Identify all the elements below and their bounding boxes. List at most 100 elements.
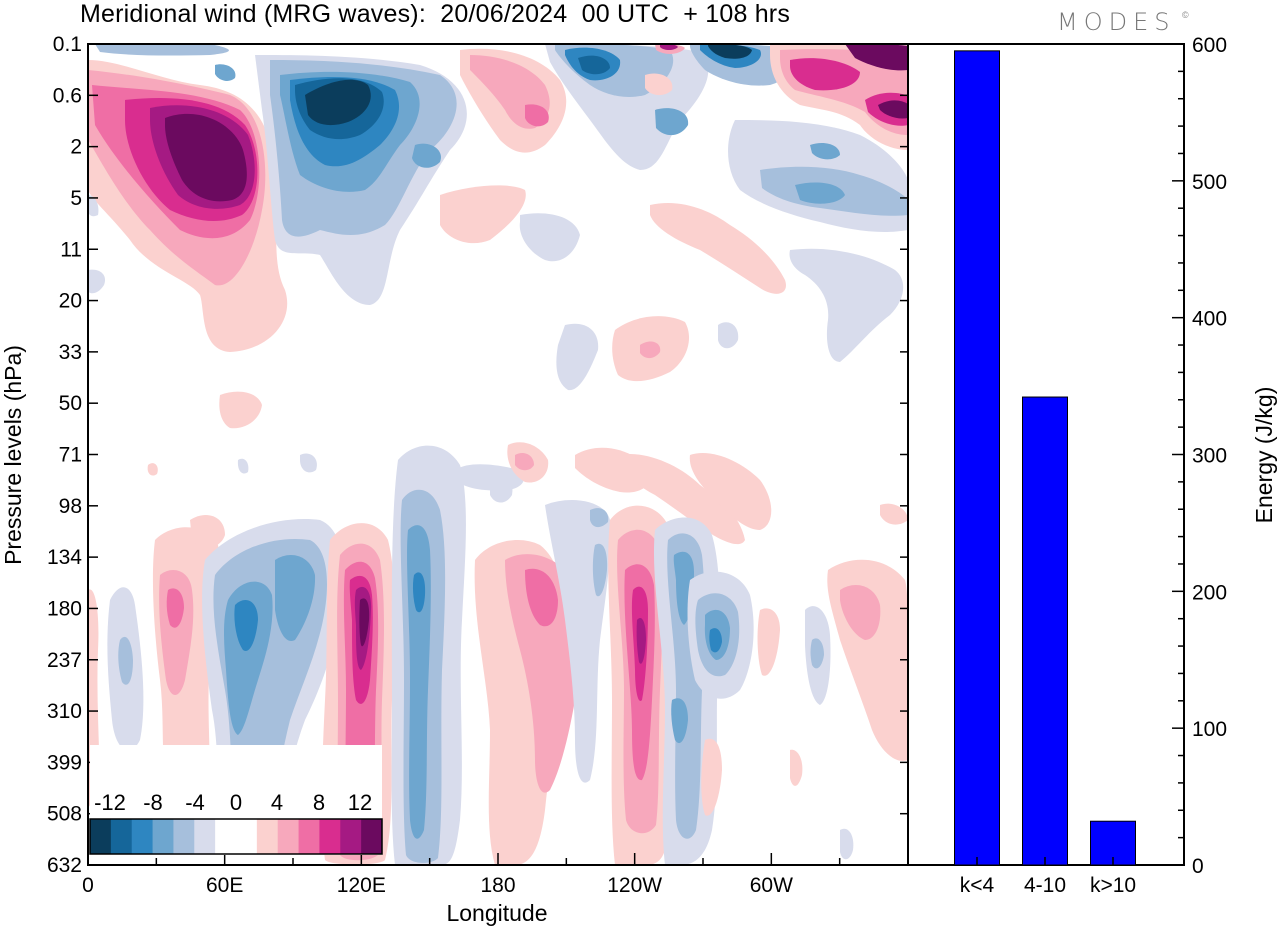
energy-tick-label: 500 [1192,171,1227,194]
colorbar-swatch [90,819,112,854]
contour-negative-region [300,453,317,473]
contour-positive-region [636,618,646,664]
y-tick-label: 50 [59,392,82,415]
contour-negative-region [671,698,688,744]
contour-negative-region [88,269,106,294]
energy-axis-label: Energy (J/kg) [1251,387,1277,524]
contour-negative-region [407,525,431,839]
y-tick-label: 0.6 [53,84,82,107]
contour-positive-region [440,185,526,244]
contour-negative-region [88,195,99,217]
contour-negative-region [234,600,258,651]
colorbar-swatch [256,819,279,854]
x-tick-label: 60E [206,874,243,897]
contour-positive-region [166,588,184,628]
y-tick-label: 134 [47,546,82,569]
contour-positive-region [840,585,881,640]
colorbar-swatch [173,819,195,854]
colorbar-swatch [340,819,362,854]
colorbar-swatch [319,819,341,854]
y-tick-label: 632 [47,854,82,877]
y-tick-label: 33 [59,341,82,364]
y-tick-label: 237 [47,649,82,672]
contour-positive-region [650,202,786,294]
y-tick-label: 20 [59,290,82,313]
colorbar-border [89,818,383,855]
colorbar-label: -8 [143,790,163,815]
contour-positive-region [640,341,661,359]
contour-negative-region [95,44,229,56]
contour-negative-region [718,322,739,349]
contour-negative-region [578,55,610,75]
contour-positive-region [505,554,580,793]
energy-bar [1022,396,1068,866]
contour-positive-region [878,100,908,119]
contour-positive-region [165,113,247,202]
contour-positive-region [757,608,780,676]
colorbar-swatch [361,819,383,854]
colorbar-label: 4 [271,790,283,815]
contour-negative-region [789,248,904,362]
contour-negative-region [275,555,316,641]
contour-positive-region [645,73,673,96]
contour-negative-region [556,323,599,391]
colorbar-swatch [152,819,174,854]
colorbar-label: -4 [185,790,205,815]
contour-positive-region [525,568,558,627]
y-tick-label: 11 [60,238,82,261]
contour-negative-region [412,572,426,613]
y-tick-label: 71 [59,444,82,467]
contour-positive-region [620,454,745,545]
contour-negative-region [655,108,689,136]
energy-tick-label: 100 [1192,718,1227,741]
colorbar-swatch [131,819,154,854]
colorbar-swatch [194,819,216,854]
y-tick-label: 2 [70,136,82,159]
contour-negative-region [708,44,752,59]
contour-positive-region [880,503,908,525]
contour-positive-region [359,598,370,647]
contour-negative-region [215,64,236,81]
contour-positive-region [190,515,225,548]
bar-category-label: k<4 [960,874,995,897]
contour-positive-region [790,749,803,786]
contour-negative-region [592,543,608,597]
x-tick-label: 120E [337,874,386,897]
y-tick-label: 310 [47,700,82,723]
contour-positive-region [701,738,722,816]
colorbar-label: 0 [230,790,242,815]
x-tick-label: 180 [480,874,515,897]
y-tick-label: 508 [47,803,82,826]
chart-title: Meridional wind (MRG waves): 20/06/2024 … [80,0,791,28]
bar-category-label: k>10 [1090,874,1136,897]
contour-positive-region [790,58,860,91]
colorbar-swatch [110,819,133,854]
x-tick-label: 60W [750,874,793,897]
contour-positive-region [515,453,534,471]
y-tick-label: 98 [59,495,82,518]
contour-positive-region [689,452,772,530]
energy-tick-label: 200 [1192,581,1227,604]
colorbar-label: 12 [348,790,372,815]
x-tick-label: 120W [607,874,662,897]
colorbar-label: 8 [313,790,325,815]
contour-positive-region [845,44,908,71]
contour-negative-region [810,638,824,669]
y-tick-label: 0.1 [53,33,82,56]
x-tick-label: 0 [82,874,94,897]
y-tick-label: 5 [70,187,82,210]
contour-negative-region [590,508,609,528]
colorbar-swatch [236,819,258,854]
energy-bars: k<4 4-10 k>10 [954,50,1136,897]
y-axis-label: Pressure levels (hPa) [0,345,26,565]
colorbar-label: -12 [94,790,126,815]
colorbar-legend: -12 -8 -4 0 4 8 12 [89,745,383,855]
colorbar-swatch [277,819,300,854]
contour-negative-region [455,464,525,491]
longitude-axis: 0 60E 120E 180 120W 60W [82,853,841,897]
x-axis-label: Longitude [446,900,547,926]
energy-axis: 0 100 200 300 400 500 600 [1172,34,1227,878]
modes-logo: MODES [1057,8,1176,36]
y-tick-label: 399 [47,751,82,774]
